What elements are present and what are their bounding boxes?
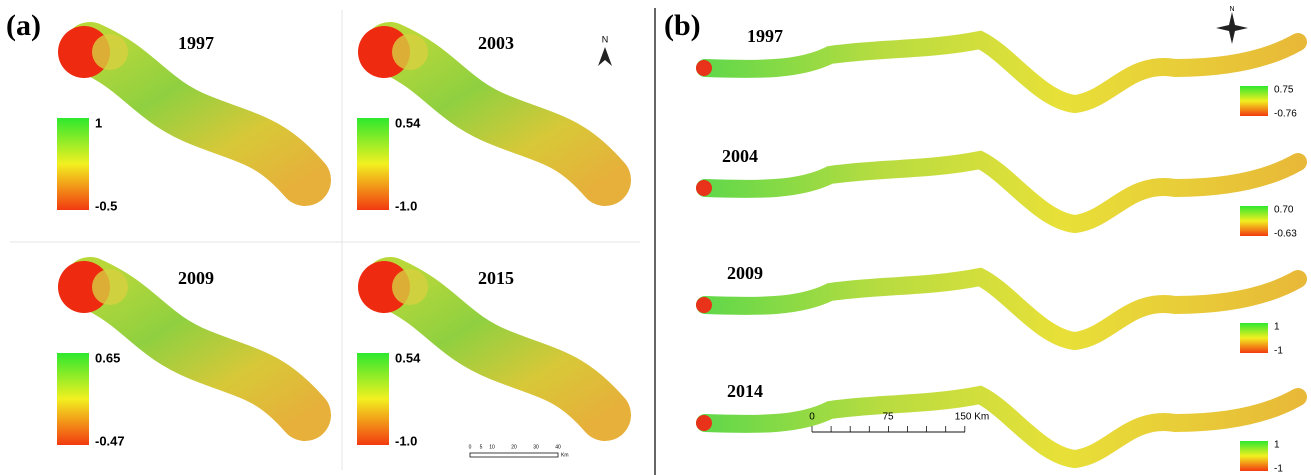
strip-end: [696, 60, 712, 76]
map-year: 2015: [478, 268, 514, 288]
legend-bar: [1240, 206, 1268, 236]
map-year: 1997: [178, 33, 214, 53]
scale-label: 20: [511, 444, 517, 450]
figure: (a) (b) 1997 1 -0.5 2003 0.54 -1.0 2009 0.65 -0.…: [0, 0, 1311, 475]
legend-bar: [357, 118, 389, 210]
basin-head: [392, 269, 428, 305]
map-year: 2004: [722, 146, 758, 166]
legend-max: 0.65: [95, 350, 120, 365]
basin-head: [92, 269, 128, 305]
legend-min: -0.5: [95, 198, 117, 213]
legend-max: 0.54: [395, 115, 421, 130]
river-strip: [705, 395, 1298, 459]
river-basin: [390, 283, 605, 415]
legend-bar: [1240, 323, 1268, 353]
strip-end: [696, 297, 712, 313]
scale-label: 10: [489, 444, 495, 450]
legend-min: -1: [1274, 346, 1283, 357]
map-year: 2003: [478, 33, 514, 53]
panel-label: (a): [6, 9, 41, 42]
scale-bar: [470, 453, 558, 457]
legend-max: 0.70: [1274, 205, 1294, 216]
map-year: 2014: [727, 381, 763, 401]
river-strip: [705, 277, 1298, 341]
strip-end: [696, 415, 712, 431]
legend-max: 1: [1274, 440, 1280, 451]
panel-label: (b): [664, 9, 701, 42]
scale-label: 30: [533, 444, 539, 450]
legend-max: 0.75: [1274, 85, 1294, 96]
north-star: [1216, 12, 1248, 44]
river-basin: [390, 48, 605, 180]
legend-min: -0.76: [1274, 109, 1297, 120]
north-label: N: [602, 34, 609, 44]
legend-bar: [57, 353, 89, 445]
legend-min: -0.63: [1274, 229, 1297, 240]
legend-bar: [357, 353, 389, 445]
north-arrow: [598, 47, 612, 66]
river-basin: [90, 283, 305, 415]
legend-bar: [1240, 441, 1268, 471]
scale-label: 0: [469, 444, 472, 450]
legend-min: -1.0: [395, 433, 417, 448]
river-strip: [705, 40, 1298, 104]
scale-label: 0: [809, 412, 815, 423]
scale-unit: Km: [561, 452, 569, 458]
legend-min: -1: [1274, 464, 1283, 475]
legend-min: -1.0: [395, 198, 417, 213]
strip-end: [696, 180, 712, 196]
river-strip: [705, 160, 1298, 224]
scale-label: 40: [555, 444, 561, 450]
legend-bar: [57, 118, 89, 210]
legend-max: 0.54: [395, 350, 421, 365]
basin-head: [92, 34, 128, 70]
basin-head: [392, 34, 428, 70]
north-label: N: [1229, 6, 1234, 13]
legend-max: 1: [95, 115, 102, 130]
map-year: 1997: [747, 26, 783, 46]
map-year: 2009: [727, 263, 763, 283]
scale-label: 5: [480, 444, 483, 450]
legend-min: -0.47: [95, 433, 125, 448]
river-basin: [90, 48, 305, 180]
scale-label: 150 Km: [955, 412, 989, 423]
map-year: 2009: [178, 268, 214, 288]
legend-max: 1: [1274, 322, 1280, 333]
scale-label: 75: [882, 412, 894, 423]
legend-bar: [1240, 86, 1268, 116]
